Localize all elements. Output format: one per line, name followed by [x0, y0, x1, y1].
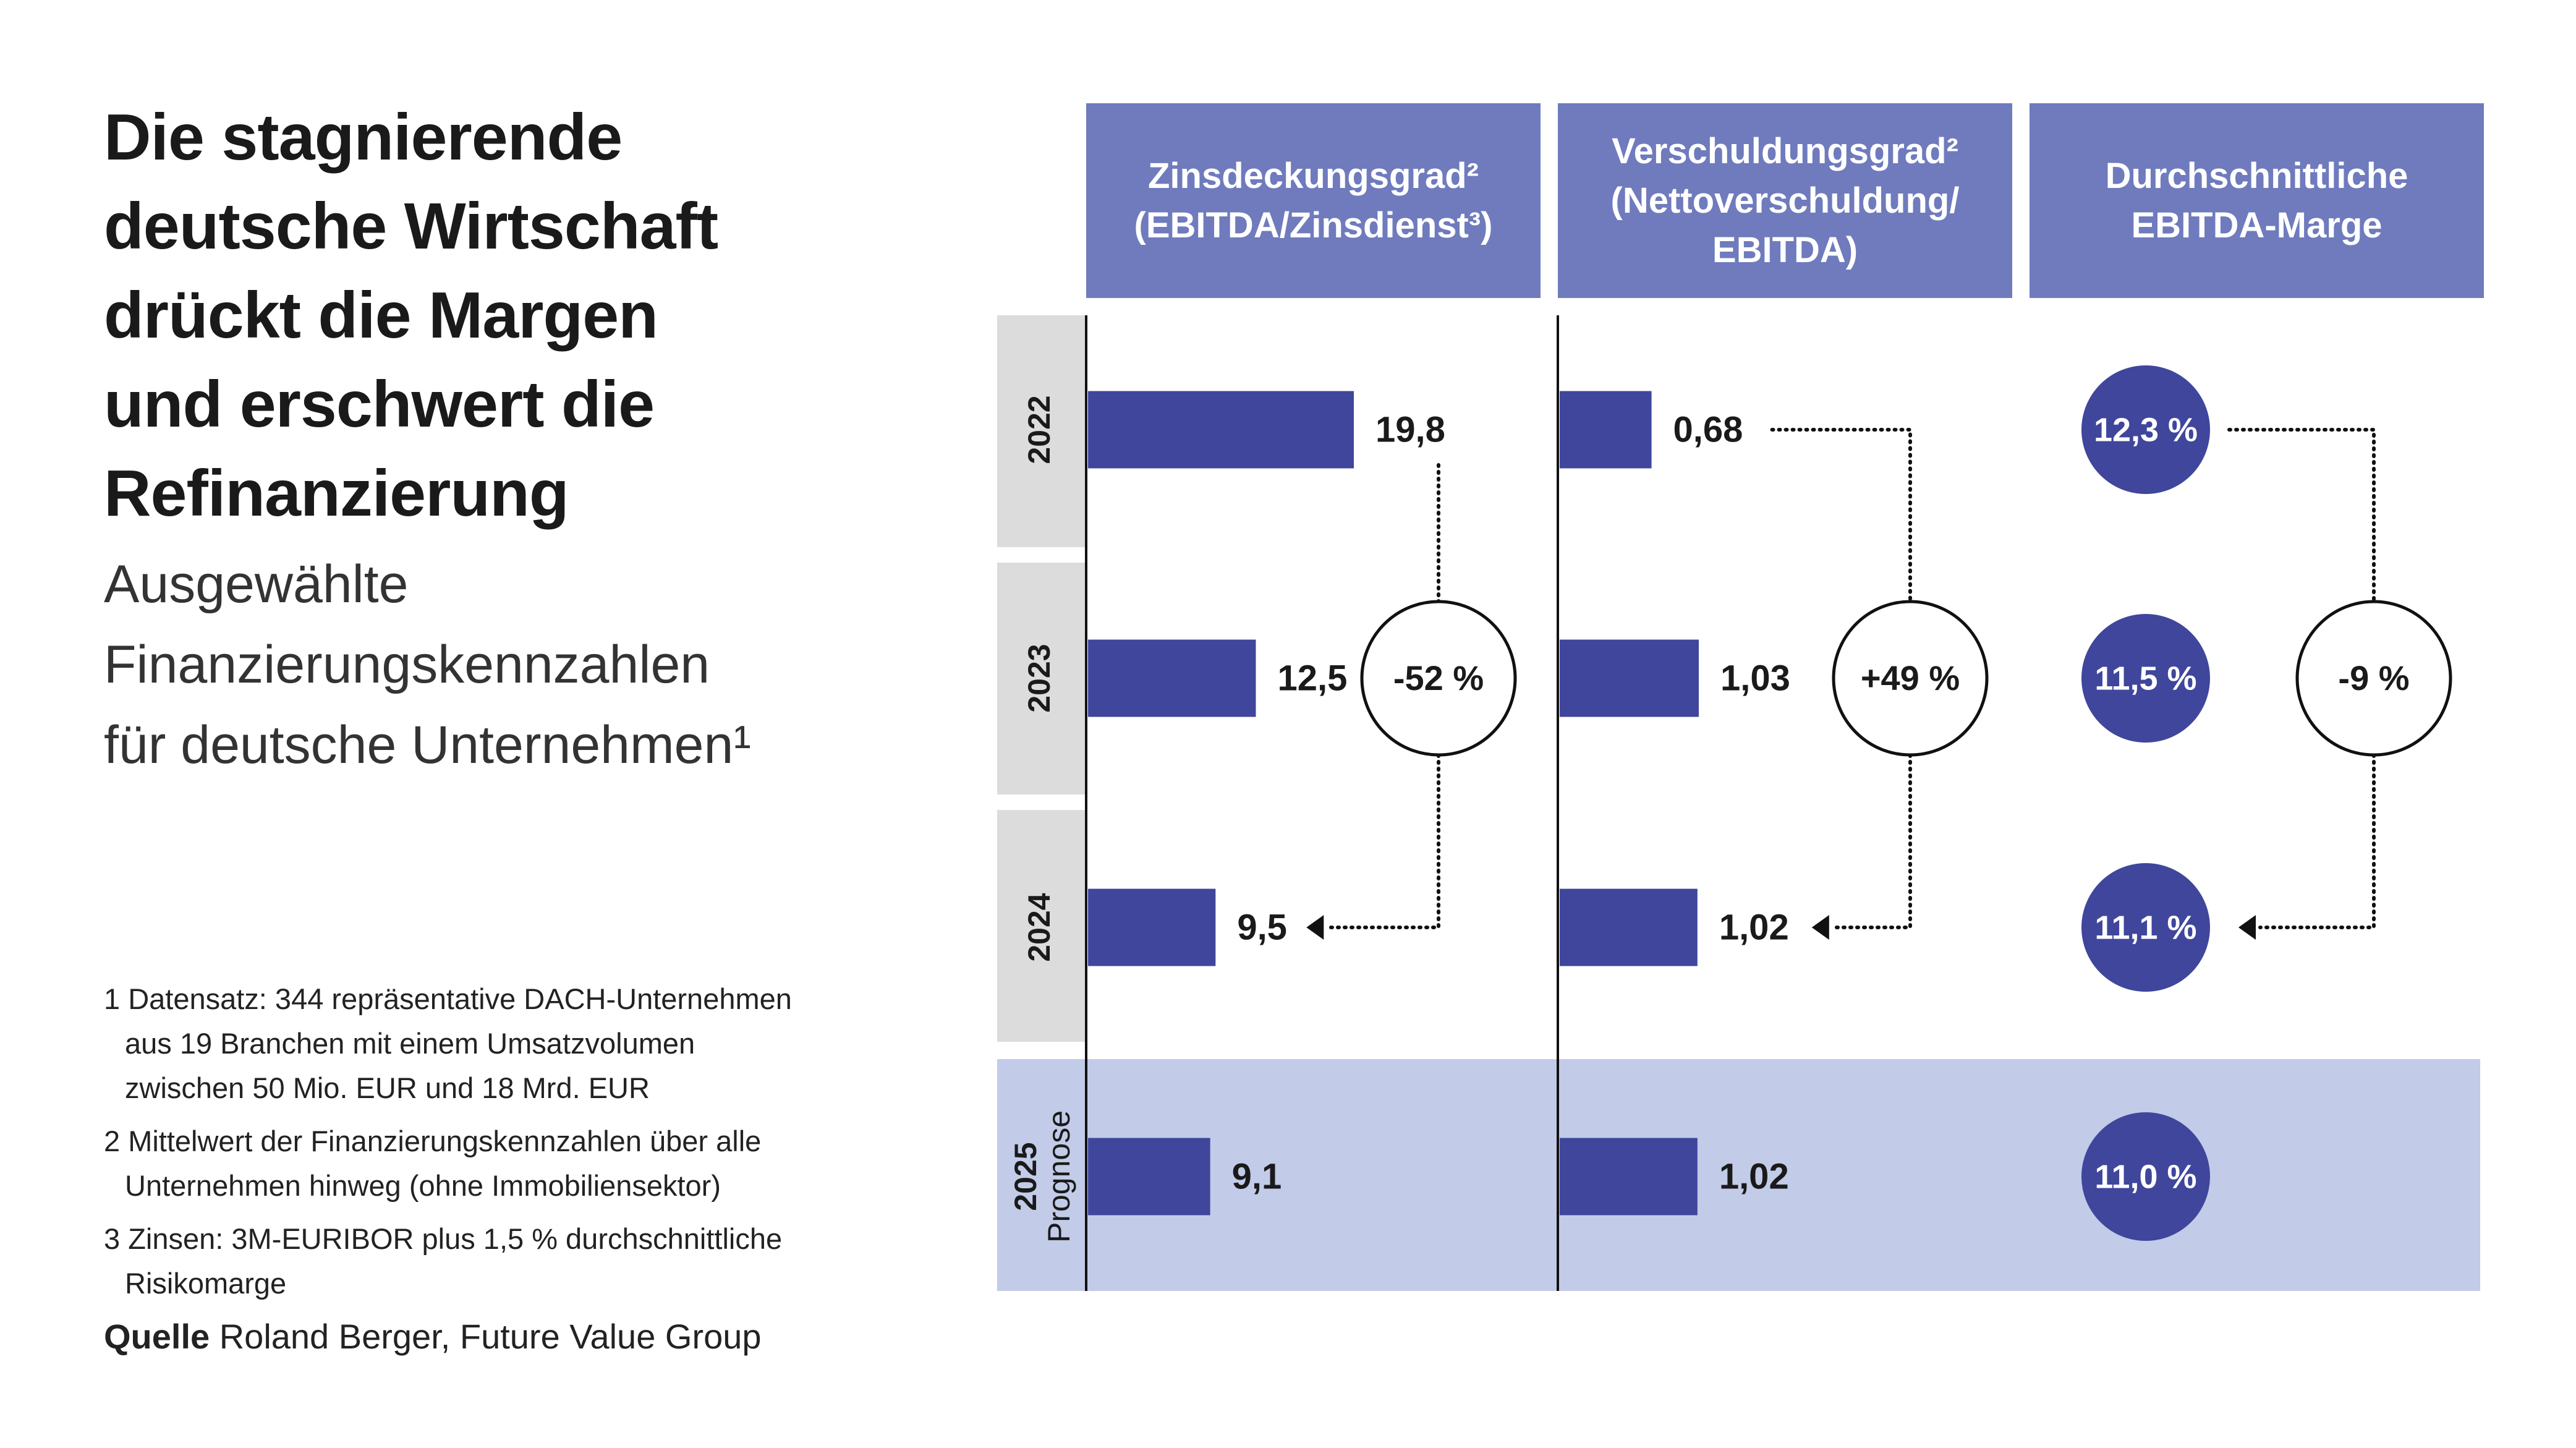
subtitle-line: für deutsche Unternehmen¹ — [104, 715, 751, 775]
year-label: 2023 — [1022, 644, 1056, 712]
bar — [1088, 888, 1216, 966]
margin-circle — [2081, 365, 2210, 494]
bar-value-label: 9,5 — [1237, 907, 1287, 947]
margin-circle — [2081, 614, 2210, 743]
bar-value-label: 1,02 — [1719, 1156, 1789, 1196]
title-line: und erschwert die — [104, 368, 655, 441]
column-header-line: EBITDA-Marge — [2131, 205, 2383, 245]
subtitle-line: Ausgewählte — [104, 555, 409, 614]
change-circle-2-label: +49 % — [1861, 658, 1960, 697]
footnotes: 1 Datensatz: 344 repräsentative DACH-Unt… — [104, 977, 969, 1359]
column-header-1: Zinsdeckungsgrad² (EBITDA/Zinsdienst³) — [1086, 103, 1541, 298]
source-label: Quelle — [104, 1317, 210, 1356]
footnote-line: zwischen 50 Mio. EUR und 18 Mrd. EUR — [125, 1071, 650, 1104]
title-line: drückt die Margen — [104, 279, 658, 352]
bar — [1560, 888, 1698, 966]
year-label: 2022 — [1022, 395, 1056, 464]
bar — [1088, 391, 1354, 469]
margin-value-label: 11,0 % — [2094, 1158, 2196, 1195]
chart-title: Die stagnierende deutsche Wirtschaft drück… — [104, 93, 908, 538]
footnote-2: 2 Mittelwert der Finanzierungskennzahlen… — [104, 1119, 969, 1208]
column-header-line: Durchschnittliche — [2105, 155, 2408, 196]
bar-value-label: 0,68 — [1673, 409, 1743, 449]
change-circle-3 — [2295, 600, 2452, 757]
margin-value-label: 11,5 % — [2094, 660, 2196, 697]
year-label: 2024 — [1022, 893, 1056, 961]
footnote-line: Risikomarge — [125, 1267, 287, 1300]
column-header-line: EBITDA) — [1712, 229, 1858, 270]
footnote-line: 1 Datensatz: 344 repräsentative DACH-Unt… — [104, 982, 792, 1015]
source-line: Quelle Roland Berger, Future Value Group — [104, 1314, 969, 1359]
bar — [1088, 639, 1256, 717]
footnote-line: 3 Zinsen: 3M-EURIBOR plus 1,5 % durchsch… — [104, 1222, 783, 1255]
footnote-line: Unternehmen hinweg (ohne Immobiliensekto… — [125, 1169, 721, 1202]
bar — [1560, 1138, 1698, 1216]
year-sublabel: Prognose — [1042, 1110, 1076, 1243]
footnote-1: 1 Datensatz: 344 repräsentative DACH-Unt… — [104, 977, 969, 1110]
year-box-2024 — [997, 810, 1086, 1042]
margin-value-label: 12,3 % — [2094, 411, 2198, 448]
year-box-2025 — [997, 1059, 1086, 1291]
column-header-line: Zinsdeckungsgrad² — [1148, 155, 1479, 196]
title-line: deutsche Wirtschaft — [104, 190, 718, 263]
bar-value-label: 12,5 — [1277, 658, 1347, 698]
bar — [1088, 1138, 1210, 1216]
column-header-line: Verschuldungsgrad² — [1612, 130, 1958, 171]
forecast-band — [1086, 1059, 2480, 1291]
arrow-head — [1306, 915, 1324, 940]
year-box-2023 — [997, 563, 1086, 794]
source-text: Roland Berger, Future Value Group — [219, 1317, 762, 1356]
bar — [1560, 391, 1652, 469]
bar-value-label: 19,8 — [1375, 409, 1445, 449]
bar-value-label: 9,1 — [1232, 1156, 1282, 1196]
connector-bottom — [2258, 753, 2376, 929]
arrow-head — [1811, 915, 1829, 940]
column-header-3: Durchschnittliche EBITDA-Marge — [2030, 103, 2484, 298]
chart-subtitle: Ausgewählte Finanzierungskennzahlen für de… — [104, 544, 938, 785]
connector-bottom — [1328, 753, 1440, 929]
arrow-head — [2238, 915, 2256, 940]
change-circle-2 — [1832, 600, 1989, 757]
subtitle-line: Finanzierungskennzahlen — [104, 635, 710, 694]
connector-top — [2227, 428, 2376, 603]
connector-bottom — [1831, 753, 1912, 929]
margin-value-label: 11,1 % — [2094, 909, 2196, 946]
change-circle-1 — [1360, 600, 1517, 757]
column-header-2: Verschuldungsgrad² (Nettoverschuldung/EBI… — [1558, 103, 2012, 298]
connector-top — [1770, 428, 1912, 603]
margin-circle — [2081, 1112, 2210, 1241]
footnote-3: 3 Zinsen: 3M-EURIBOR plus 1,5 % durchsch… — [104, 1217, 969, 1306]
margin-circle — [2081, 863, 2210, 992]
column-header-line: (EBITDA/Zinsdienst³) — [1134, 205, 1493, 245]
footnote-line: 2 Mittelwert der Finanzierungskennzahlen… — [104, 1125, 762, 1157]
bar-value-label: 1,03 — [1720, 658, 1790, 698]
title-line: Die stagnierende — [104, 101, 623, 174]
change-circle-1-label: -52 % — [1393, 658, 1484, 697]
footnote-line: aus 19 Branchen mit einem Umsatzvolumen — [125, 1027, 695, 1060]
year-box-2022 — [997, 315, 1086, 547]
bar-value-label: 1,02 — [1719, 907, 1789, 947]
change-circle-3-label: -9 % — [2338, 658, 2409, 697]
bar — [1560, 639, 1699, 717]
year-label: 2025 — [1008, 1142, 1043, 1211]
title-line: Refinanzierung — [104, 457, 569, 530]
column-header-line: (Nettoverschuldung/ — [1610, 180, 1960, 221]
